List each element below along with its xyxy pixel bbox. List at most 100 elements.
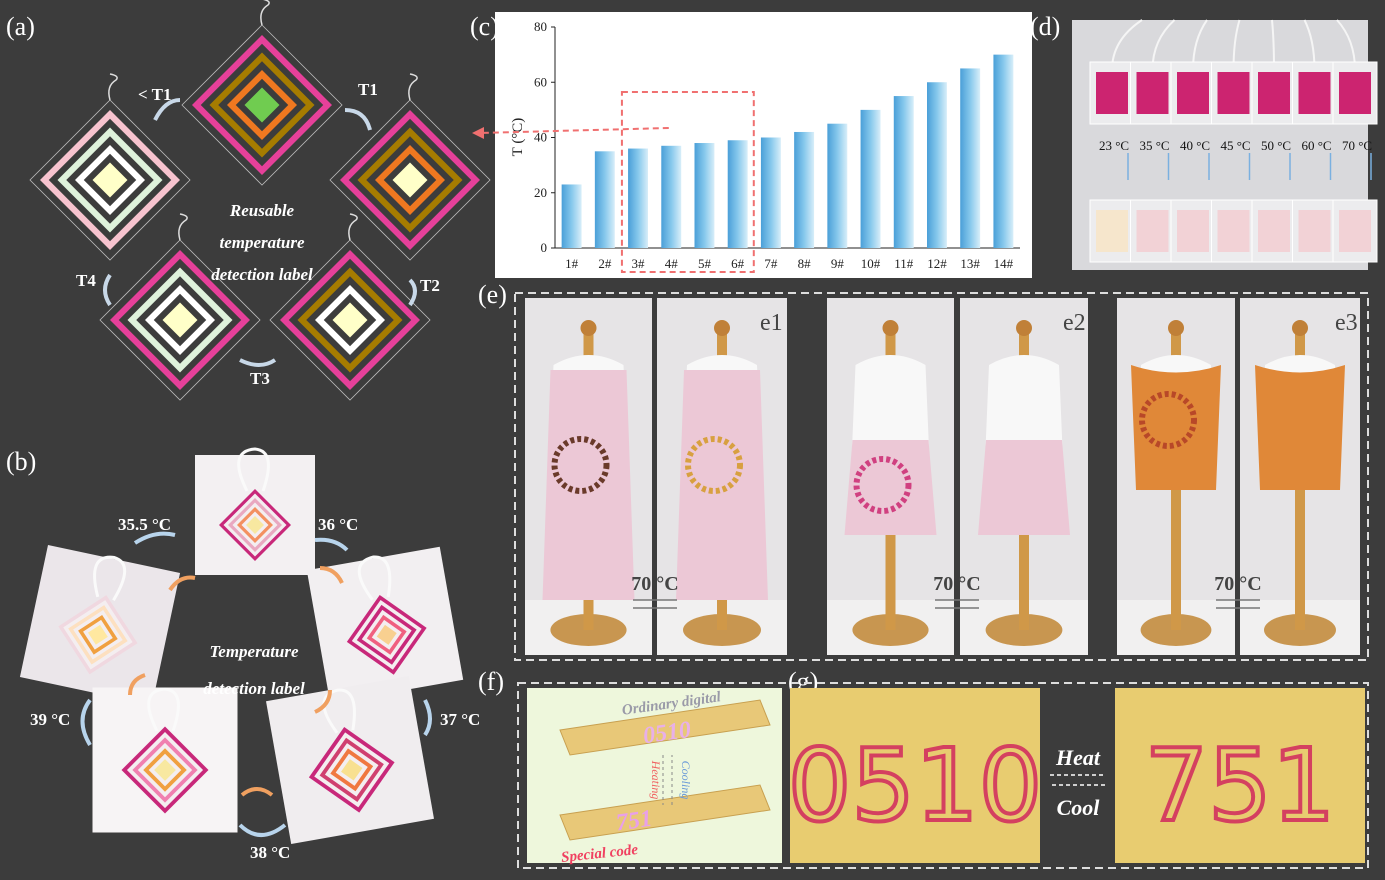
- panel-label: (d): [1030, 12, 1060, 41]
- panel-label: (e): [478, 280, 507, 309]
- panel-label: (a): [6, 12, 35, 41]
- strip-hot: [1339, 72, 1371, 114]
- cycle-arrow: [314, 689, 332, 714]
- bar: [893, 96, 914, 248]
- x-tick-label: 12#: [927, 256, 947, 271]
- x-tick-label: 7#: [764, 256, 778, 271]
- band: [376, 624, 397, 645]
- photo: [306, 546, 464, 704]
- cycle-arrow: [128, 673, 146, 696]
- cycle-arrow: [238, 823, 287, 837]
- stand-knob: [714, 320, 730, 336]
- cycle-arrow: [319, 566, 344, 584]
- bar: [993, 54, 1014, 248]
- cycle-arrow: [239, 358, 277, 367]
- transition-label: T4: [76, 271, 96, 290]
- photo: [195, 447, 315, 575]
- panel-label: (c): [470, 12, 499, 41]
- caption: temperature: [220, 233, 305, 252]
- strip-hot: [1177, 72, 1209, 114]
- x-tick-label: 3#: [632, 256, 646, 271]
- process: Cool: [1057, 795, 1101, 820]
- process: Cooling: [679, 761, 693, 800]
- band: [392, 162, 428, 198]
- caption: Temperature: [209, 642, 299, 661]
- hook: [108, 73, 118, 101]
- x-tick-label: 5#: [698, 256, 712, 271]
- strip-hot: [1136, 72, 1169, 114]
- code: 751: [614, 806, 653, 837]
- frame-fg: [517, 682, 1369, 869]
- temperature-label: 37 °C: [440, 710, 480, 729]
- condition-label: 70 °C: [631, 573, 678, 595]
- y-tick-label: 80: [534, 19, 547, 34]
- hook: [408, 73, 418, 101]
- strip-hot: [1258, 72, 1290, 114]
- sublabel: e1: [760, 310, 783, 336]
- temperature-label: 38 °C: [250, 843, 290, 862]
- x-tick-label: 2#: [598, 256, 612, 271]
- strip-cool: [1177, 210, 1209, 252]
- cycle-arrow: [133, 531, 176, 545]
- fabric-photo: [790, 688, 1040, 863]
- bar: [827, 123, 848, 248]
- temperature-label: 35.5 °C: [118, 515, 171, 534]
- plane-bottom: [559, 784, 771, 841]
- stand-knob: [1168, 320, 1184, 336]
- panel-label: (b): [6, 447, 36, 476]
- dress: [542, 370, 635, 600]
- band: [341, 759, 363, 781]
- frame-e: [514, 292, 1369, 661]
- x-tick-label: 14#: [994, 256, 1014, 271]
- band: [88, 624, 108, 645]
- temperature-label: 50 °C: [1261, 138, 1291, 153]
- swap-arrows: [935, 599, 979, 609]
- highlight-box: [620, 91, 755, 273]
- x-tick-label: 6#: [731, 256, 745, 271]
- value-label: 38: [697, 125, 712, 141]
- dress: [676, 370, 768, 600]
- strip-cool: [1136, 210, 1169, 252]
- photo-d: [1072, 19, 1378, 270]
- cycle-arrow: [240, 787, 274, 797]
- temperature-label: 36 °C: [318, 515, 358, 534]
- temperature-label: 35 °C: [1139, 138, 1169, 153]
- dress: [978, 440, 1070, 535]
- value-label: 36: [631, 131, 647, 147]
- string: [357, 555, 392, 601]
- caption: detection label: [211, 265, 313, 284]
- temperature-label: 39 °C: [30, 710, 70, 729]
- temperature-label: 40 °C: [1180, 138, 1210, 153]
- label-outline: [181, 24, 343, 186]
- caption: detection label: [203, 679, 305, 698]
- fabric-photo: [1115, 688, 1365, 863]
- temperature-label: 60 °C: [1301, 138, 1331, 153]
- bar: [594, 151, 615, 248]
- cycle-arrow: [168, 575, 196, 592]
- x-tick-label: 9#: [831, 256, 845, 271]
- strip-cool: [1298, 210, 1331, 252]
- swap-arrows: [1216, 599, 1260, 609]
- strip-cool: [1339, 210, 1371, 252]
- condition-label: 70 °C: [1214, 573, 1261, 595]
- cycle-arrow: [80, 698, 92, 747]
- strip-hot: [1217, 72, 1250, 114]
- strip-hot: [1096, 72, 1128, 114]
- photo: [657, 298, 787, 655]
- bar: [561, 184, 582, 248]
- illustrations: [19, 0, 1378, 844]
- string: [322, 688, 356, 734]
- strip-cool: [1258, 210, 1290, 252]
- bar: [794, 131, 815, 248]
- cycle-arrow: [408, 278, 417, 307]
- stand-knob: [882, 320, 899, 336]
- band: [244, 87, 280, 123]
- value-label: 37: [664, 128, 680, 144]
- cycle-arrow: [314, 537, 349, 552]
- x-tick-label: 1#: [565, 256, 579, 271]
- process-arrows: [662, 755, 673, 805]
- value-label: 39: [730, 122, 745, 138]
- photo: [525, 298, 652, 655]
- photo: [827, 298, 954, 655]
